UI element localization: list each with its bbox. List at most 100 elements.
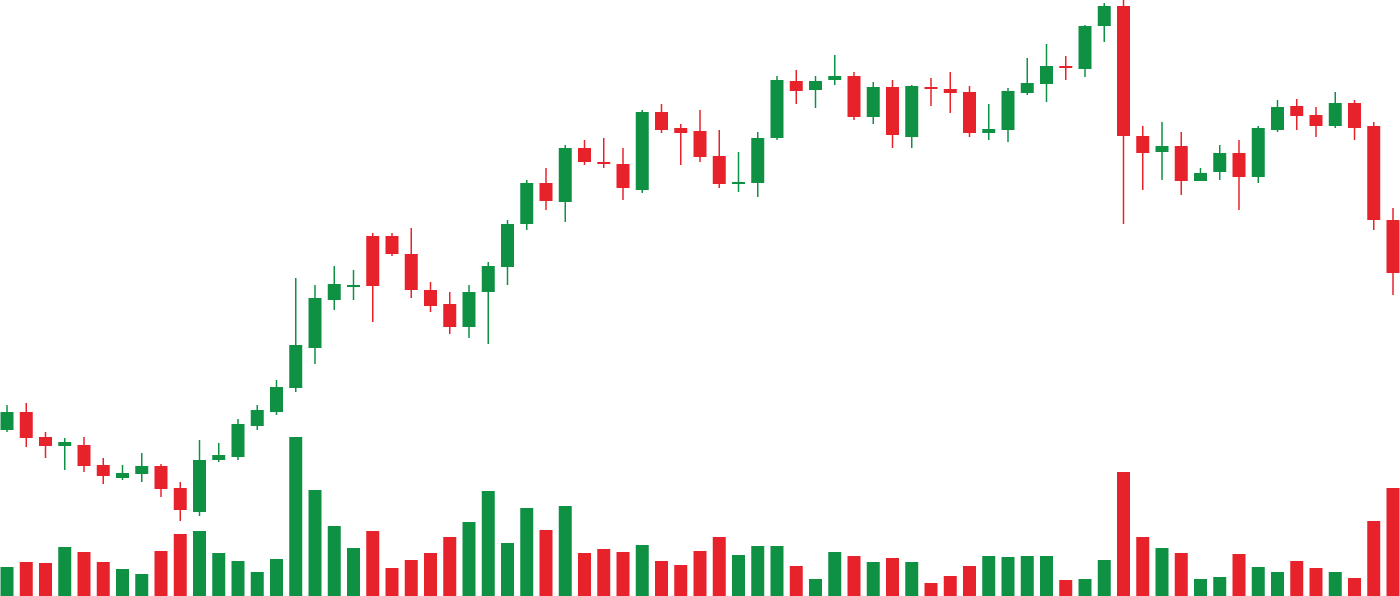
volume-bar [905,562,919,596]
candle-body [0,412,14,430]
volume-bar [1232,554,1246,596]
volume-bar [1020,556,1034,596]
candle-body [1136,136,1150,153]
volume-bar [289,437,303,596]
volume-bar [924,583,938,596]
candle-body [732,182,745,184]
volume-bar [270,559,283,596]
volume-bar [1001,557,1015,596]
candle-body [366,236,380,286]
volume-bar [789,566,803,596]
candle-body [1001,91,1015,130]
candle-body [616,164,630,188]
candle-body [963,92,976,133]
candle-body [1251,128,1265,177]
volume-bar [1174,553,1188,596]
volume-bar [1309,568,1323,596]
volume-bar [366,531,380,596]
candle-body [212,455,226,460]
candle-body [58,442,72,446]
volume-bar [1367,521,1381,596]
candle-body [443,304,457,327]
volume-bar [539,530,553,596]
volume-bar [943,576,957,596]
candle-body [1213,153,1227,172]
volume-bar [308,490,322,596]
candle-body [1348,103,1361,128]
volume-bar [578,553,591,596]
volume-bar [1155,548,1169,596]
candle-body [1309,115,1323,126]
candle-body [270,387,283,412]
volume-bar [154,551,168,596]
volume-bar [193,531,206,596]
volume-bar [635,545,649,596]
candle-body [193,460,206,512]
volume-bar [77,552,91,596]
volume-bar [1097,560,1111,596]
candle-body [539,183,553,201]
volume-bar [809,579,822,596]
candle-body [1040,66,1053,84]
candle-body [308,298,322,348]
candle-body [19,412,33,438]
candle-body [1078,26,1092,69]
candle-body [424,290,437,306]
volume-bar [58,547,72,596]
candle-body [154,466,168,489]
volume-bar [732,555,745,596]
volume-bar [1117,472,1130,596]
volume-bar [886,558,899,596]
candle-body [289,345,303,388]
volume-bar [558,506,572,596]
volume-bar [1194,579,1207,596]
candle-body [558,148,572,202]
volume-bar [1290,561,1304,596]
volume-bar [19,562,33,596]
candle-body [1232,153,1246,177]
candle-body [501,224,514,267]
volume-bar [481,491,495,596]
candle-body [327,284,341,300]
candle-body [481,266,495,292]
volume-bar [231,561,245,596]
candle-body [1174,146,1188,181]
volume-bar [501,543,514,596]
candle-body [924,87,938,89]
candle-body [693,131,707,157]
candle-body [77,445,91,466]
candle-body [231,424,245,457]
volume-bar [597,549,611,596]
volume-bar [982,556,996,596]
candle-body [712,156,726,184]
volume-bar [443,537,457,596]
candle-body [1367,126,1381,220]
volume-bar [751,546,765,596]
volume-bar [116,569,129,596]
candle-body [385,236,399,254]
candle-body [39,437,52,446]
candle-body [116,473,129,478]
volume-bar [1251,567,1265,596]
volume-bar [250,572,264,596]
volume-bar [173,534,187,596]
candle-body [96,465,110,476]
candle-body [886,87,899,135]
volume-bar [616,552,630,596]
volume-bar [0,567,14,596]
candle-body [905,86,919,137]
candle-body [1020,83,1034,93]
candle-body [250,410,264,426]
volume-bar [712,537,726,596]
candle-body [866,87,880,117]
volume-bar [385,568,399,596]
volume-bar [1059,580,1073,596]
volume-bar [1078,579,1092,596]
candle-body [462,292,476,327]
candle-body [982,129,996,133]
candle-body [1386,220,1400,273]
candle-body [809,81,822,90]
volume-bar [655,561,668,596]
